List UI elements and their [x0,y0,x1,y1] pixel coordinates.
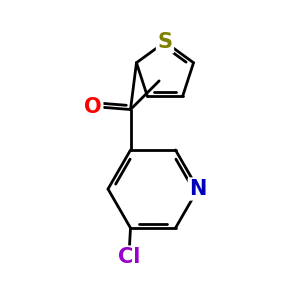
Text: O: O [84,97,102,116]
Text: S: S [158,32,172,52]
Text: Cl: Cl [118,247,140,267]
Text: N: N [189,179,207,199]
